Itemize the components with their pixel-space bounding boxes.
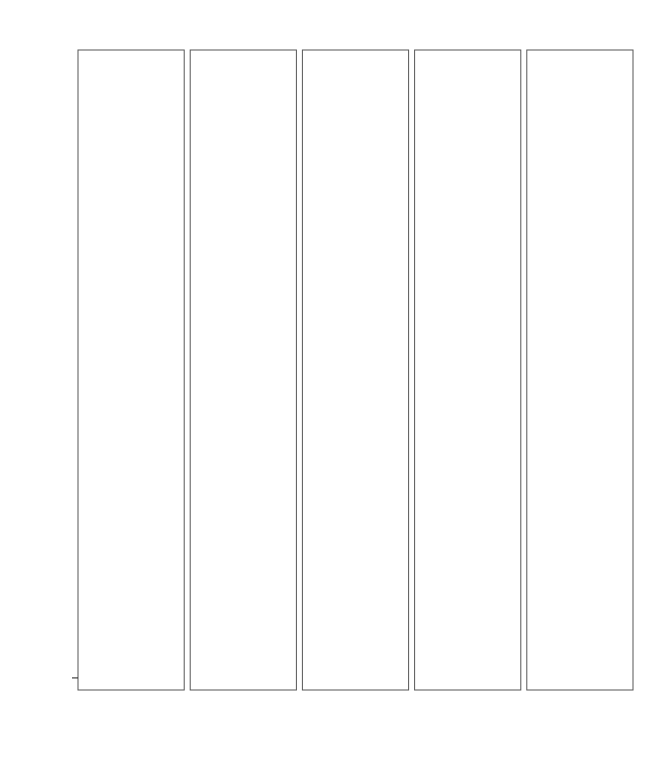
- panel: [415, 50, 521, 690]
- panel: [527, 50, 633, 690]
- chart-svg: [0, 0, 657, 782]
- panel: [78, 50, 184, 690]
- panel: [302, 50, 408, 690]
- panel: [190, 50, 296, 690]
- boxplot-figure: [0, 0, 657, 782]
